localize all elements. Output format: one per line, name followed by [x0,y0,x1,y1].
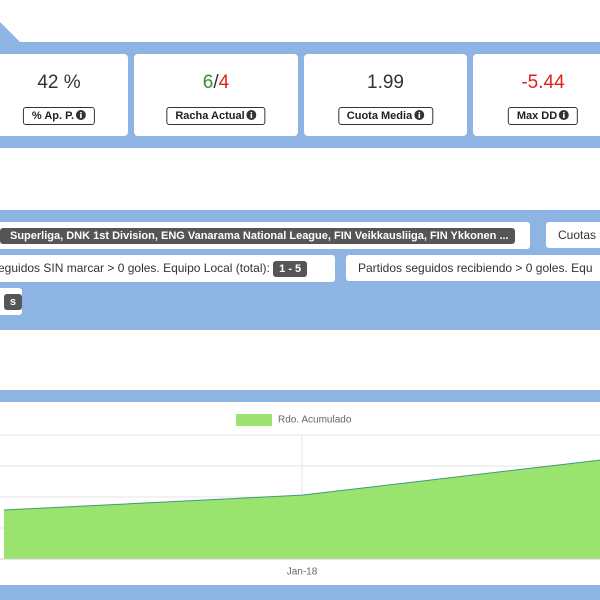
area [4,460,600,559]
stat-label-text: Racha Actual [175,110,245,122]
info-icon [76,110,87,120]
filter-box[interactable]: s [0,288,22,315]
stat-card: 42 % % Ap. P. [0,54,128,136]
stat-label-text: Cuota Media [346,110,413,122]
stat-label[interactable]: Racha Actual [166,107,266,125]
stat-card: 6/4 Racha Actual [134,54,298,136]
wins: 6 [202,72,214,93]
stats-band: 42 % % Ap. P. 6/4 Racha Actual 1.99 Cuot… [0,42,600,148]
stat-label-text: % Ap. P. [31,110,75,122]
stat-value: 1.99 [367,72,404,93]
away-text: Partidos seguidos recibiendo > 0 goles. … [358,261,593,275]
filter-box[interactable]: Cuotas [546,222,600,248]
leagues-chip: Superliga, DNK 1st Division, ENG Vanaram… [0,228,515,244]
home-range: 1 - 5 [273,261,308,277]
x-tick-label: Jan-18 [287,567,318,578]
stat-card: -5.44 Max DD [473,54,600,136]
stat-label[interactable]: Cuota Media [337,107,434,125]
stat-label[interactable]: Max DD [507,107,579,125]
stat-label[interactable]: % Ap. P. [22,107,96,125]
odds-label: Cuotas [558,228,597,242]
extra-chip: s [3,294,22,310]
stat-value: -5.44 [521,72,565,93]
filter-box[interactable]: Partidos seguidos recibiendo > 0 goles. … [346,255,600,281]
filter-box[interactable]: Superliga, DNK 1st Division, ENG Vanaram… [0,222,530,249]
stat-card: 1.99 Cuota Media [304,54,467,136]
area-line [3,459,600,511]
chart: Jan-18 Rdo. Acumulado [0,414,600,578]
stat-value: 6/4 [134,72,298,94]
filter-box[interactable]: seguidos SIN marcar > 0 goles. Equipo Lo… [0,255,335,282]
legend-label: Rdo. Acumulado [278,415,352,426]
separator: / [213,72,219,93]
info-icon [246,110,257,120]
info-icon [559,110,570,120]
losses: 4 [218,72,230,93]
legend-swatch [236,414,272,426]
chart-band: Jan-18 Rdo. Acumulado [0,390,600,600]
info-icon [414,110,425,120]
home-text: seguidos SIN marcar > 0 goles. Equipo Lo… [0,261,270,275]
stat-label-text: Max DD [516,110,558,122]
filters-band: Superliga, DNK 1st Division, ENG Vanaram… [0,210,600,330]
corner-tab [0,22,20,42]
chart-panel: Jan-18 Rdo. Acumulado [0,402,600,585]
stat-value: 42 % [37,72,81,93]
